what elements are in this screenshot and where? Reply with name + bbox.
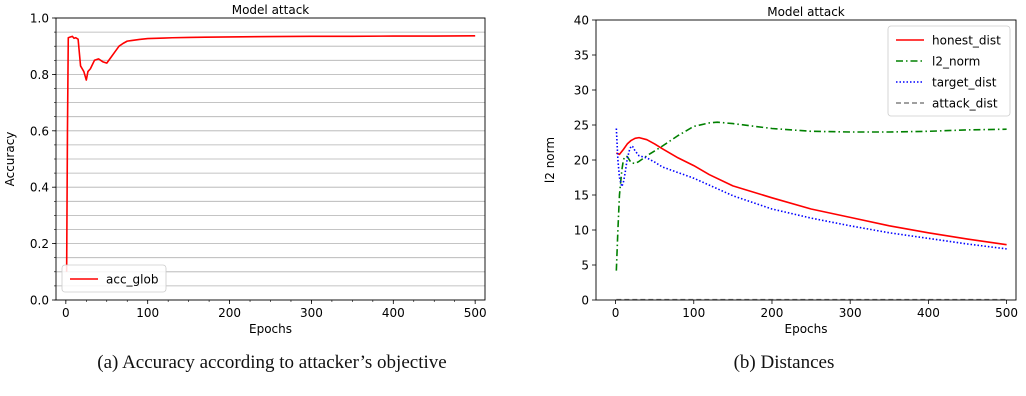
y-tick-label: 15 (574, 189, 589, 203)
legend-label-acc-glob: acc_glob (106, 273, 158, 287)
chart-distances: 0 100 200 300 400 500 0 5 10 15 20 25 30 35 40 Model at… (543, 5, 1018, 336)
x-tick-label: 400 (917, 306, 940, 320)
legend-box (887, 25, 1011, 117)
legend-label-l2-norm: l2_norm (932, 55, 980, 69)
y-tick-label: 0.4 (30, 181, 49, 195)
legend: acc_glob (61, 264, 167, 293)
x-tick-label: 0 (62, 306, 70, 320)
x-tick-label: 300 (300, 306, 323, 320)
plot-frame (595, 19, 1017, 301)
y-axis-label: Accuracy (3, 132, 17, 187)
x-axis-label: Epochs (785, 322, 828, 336)
x-axis-label: Epochs (249, 322, 292, 336)
y-tick-label: 25 (574, 119, 589, 133)
plot-frame (55, 17, 486, 301)
legend-label-honest-dist: honest_dist (932, 34, 1001, 48)
x-tick-label: 0 (612, 306, 620, 320)
x-tick-label: 300 (839, 306, 862, 320)
y-tick-label: 0.6 (30, 124, 49, 138)
y-tick-label: 0.8 (30, 68, 49, 82)
series-line-target-dist (615, 128, 1007, 250)
caption-b: (b) Distances (733, 352, 835, 373)
x-tick-label: 500 (464, 306, 487, 320)
chart-title: Model attack (232, 3, 310, 17)
legend-box (61, 264, 167, 293)
legend-label-attack-dist: attack_dist (932, 97, 998, 111)
x-tick-label: 400 (382, 306, 405, 320)
y-tick-label: 10 (574, 224, 589, 238)
y-tick-label: 20 (574, 154, 589, 168)
legend: honest_dist l2_norm target_dist attack_dist (887, 25, 1011, 117)
x-tick-label: 100 (682, 306, 705, 320)
series-line-acc-glob (65, 34, 476, 272)
x-tick-label: 100 (136, 306, 159, 320)
y-tick-label: 0.0 (30, 294, 49, 308)
chart-title: Model attack (767, 5, 845, 19)
x-tick-label: 200 (761, 306, 784, 320)
y-tick-label: 35 (574, 49, 589, 63)
y-tick-label: 1.0 (30, 12, 49, 26)
legend-label-target-dist: target_dist (932, 76, 997, 90)
x-tick-label: 500 (995, 306, 1018, 320)
x-tick-label: 200 (218, 306, 241, 320)
y-axis-label: l2 norm (543, 137, 557, 183)
y-tick-label: 0.2 (30, 237, 49, 251)
y-tick-label: 5 (581, 259, 589, 273)
caption-a: (a) Accuracy according to attacker’s obj… (97, 352, 447, 373)
series-line-l2-norm (615, 121, 1007, 271)
y-tick-label: 40 (574, 14, 589, 28)
y-tick-label: 30 (574, 84, 589, 98)
series-line-honest-dist (616, 136, 1007, 246)
chart-accuracy: 0 100 200 300 400 500 0.0 0.2 0.4 0.6 0.8 1.0 Model … (3, 3, 487, 336)
y-tick-label: 0 (581, 294, 589, 308)
